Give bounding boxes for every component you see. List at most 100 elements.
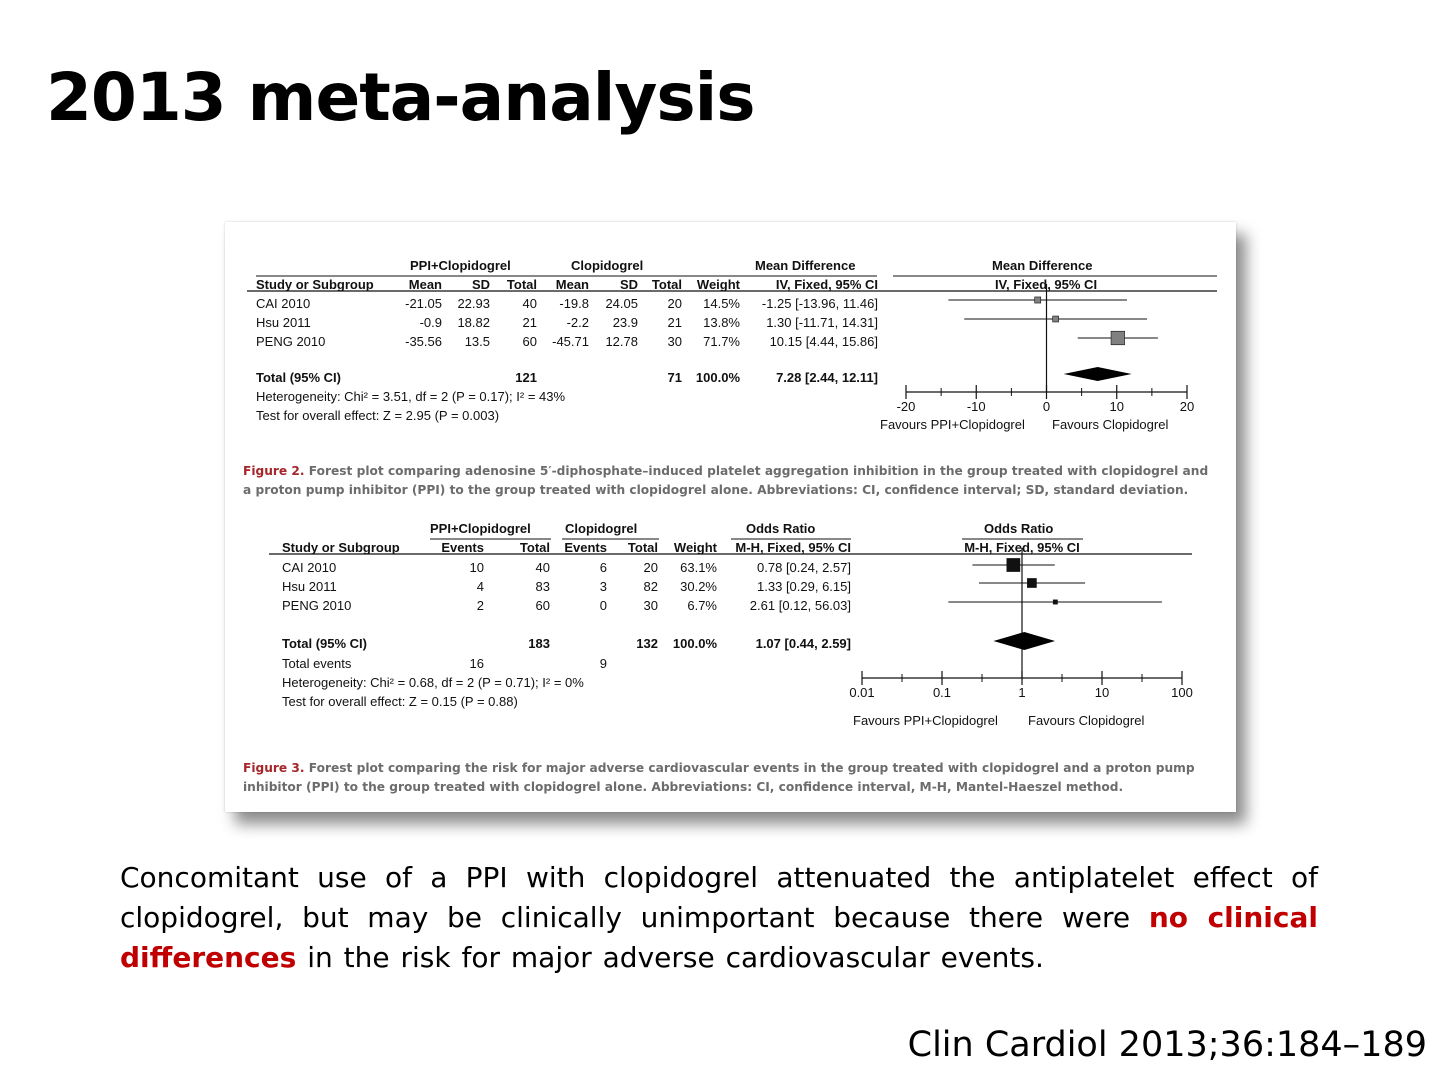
fig2-col-sd2: SD <box>620 277 638 292</box>
table-cell: 2 <box>477 598 484 613</box>
fig3-col-events1: Events <box>441 540 484 555</box>
table-cell: 4 <box>477 579 484 594</box>
fig2-group2-header: Clopidogrel <box>571 258 643 273</box>
forest-plots: PPI+Clopidogrel Clopidogrel Mean Differe… <box>247 258 1217 728</box>
axis-tick-label: 0.01 <box>849 685 874 700</box>
table-cell: 2.61 [0.12, 56.03] <box>750 598 851 613</box>
study-marker <box>1034 296 1042 304</box>
table-cell: 13.8% <box>703 315 740 330</box>
axis-tick-label: 20 <box>1180 399 1194 414</box>
table-row: PENG 2010 2 60 0 30 6.7% 2.61 [0.12, 56.… <box>282 598 851 613</box>
fig3-group2-header: Clopidogrel <box>565 521 637 536</box>
axis-tick-label: 10 <box>1110 399 1124 414</box>
table-cell: 18.82 <box>457 315 490 330</box>
study-marker <box>1027 578 1037 588</box>
table-cell: 6.7% <box>687 598 717 613</box>
slide-title: 2013 meta-analysis <box>46 59 756 136</box>
table-cell: 1.07 [0.44, 2.59] <box>756 636 851 651</box>
conclusion-highlight: no clinical differences <box>120 901 1318 974</box>
conclusion-part1: Concomitant use of a PPI with clopidogre… <box>120 861 1318 934</box>
pooled-diamond <box>1063 367 1132 381</box>
fig2-col-mean2: Mean <box>556 277 589 292</box>
fig2-row2-study: Hsu 2011 <box>256 315 311 330</box>
fig2-effect-header: Mean Difference <box>755 258 855 273</box>
table-cell: -2.2 <box>567 315 589 330</box>
fig3-total-label: Total (95% CI) <box>282 636 367 651</box>
axis-tick-label: 100 <box>1171 685 1193 700</box>
table-cell: 1.33 [0.29, 6.15] <box>757 579 851 594</box>
figure-image: PPI+Clopidogrel Clopidogrel Mean Differe… <box>225 222 1236 812</box>
fig2-row1-study: CAI 2010 <box>256 296 310 311</box>
figure3-plot <box>861 548 1183 685</box>
table-cell: 6 <box>600 560 607 575</box>
fig2-col-sd1: SD <box>472 277 490 292</box>
table-cell: 20 <box>668 296 682 311</box>
figure2-caption: Figure 2. Forest plot comparing adenosin… <box>243 462 1218 500</box>
fig2-col-total2: Total <box>652 277 682 292</box>
fig3-col-total1: Total <box>520 540 550 555</box>
table-cell: 71.7% <box>703 334 740 349</box>
table-cell: 10 <box>470 560 484 575</box>
fig3-group1-header: PPI+Clopidogrel <box>430 521 531 536</box>
table-cell: -19.8 <box>559 296 589 311</box>
table-cell: -0.9 <box>420 315 442 330</box>
figure3-axis-labels: 0.01 0.1 1 10 100 Favours PPI+Clopidogre… <box>849 685 1193 728</box>
conclusion-text: Concomitant use of a PPI with clopidogre… <box>120 858 1318 978</box>
fig3-col-events2: Events <box>564 540 607 555</box>
table-cell: 0 <box>600 598 607 613</box>
table-cell: 82 <box>644 579 658 594</box>
axis-tick-label: -20 <box>897 399 916 414</box>
table-cell: -45.71 <box>552 334 589 349</box>
figure3-label: Figure 3. <box>243 761 305 775</box>
table-row: Hsu 2011 -0.9 18.82 21 -2.2 23.9 21 13.8… <box>256 315 878 330</box>
table-cell: 12.78 <box>605 334 638 349</box>
fig3-effect-header: Odds Ratio <box>746 521 815 536</box>
fig2-favours-left: Favours PPI+Clopidogrel <box>880 417 1025 432</box>
figure2-table: PPI+Clopidogrel Clopidogrel Mean Differe… <box>247 258 1217 423</box>
figure2-label: Figure 2. <box>243 464 305 478</box>
fig3-col-total2: Total <box>628 540 658 555</box>
table-cell: 121 <box>515 370 537 385</box>
study-marker <box>1052 315 1059 323</box>
fig3-favours-right: Favours Clopidogrel <box>1028 713 1144 728</box>
table-cell: 14.5% <box>703 296 740 311</box>
table-cell: 0.78 [0.24, 2.57] <box>757 560 851 575</box>
table-cell: 24.05 <box>605 296 638 311</box>
fig2-favours-right: Favours Clopidogrel <box>1052 417 1168 432</box>
figure2-axis-labels: -20 -10 0 10 20 Favours PPI+Clopidogrel … <box>880 399 1194 432</box>
figure2-caption-text: Forest plot comparing adenosine 5′-dipho… <box>243 464 1209 497</box>
fig2-col-total1: Total <box>507 277 537 292</box>
fig2-plot-header: Mean Difference <box>992 258 1092 273</box>
fig2-row3-study: PENG 2010 <box>256 334 325 349</box>
axis-tick-label: 0 <box>1043 399 1050 414</box>
fig2-overall-effect: Test for overall effect: Z = 2.95 (P = 0… <box>256 408 499 423</box>
fig3-col-study: Study or Subgroup <box>282 540 400 555</box>
table-cell: 40 <box>523 296 537 311</box>
fig3-plot-header: Odds Ratio <box>984 521 1053 536</box>
fig3-favours-left: Favours PPI+Clopidogrel <box>853 713 998 728</box>
table-row: PENG 2010 -35.56 13.5 60 -45.71 12.78 30… <box>256 334 878 349</box>
table-cell: -1.25 [-13.96, 11.46] <box>762 296 878 311</box>
figure3-caption: Figure 3. Forest plot comparing the risk… <box>243 759 1218 797</box>
fig2-col-mean1: Mean <box>409 277 442 292</box>
table-cell: -21.05 <box>405 296 442 311</box>
fig2-col-study: Study or Subgroup <box>256 277 374 292</box>
table-cell: 30 <box>668 334 682 349</box>
table-cell: 10.15 [4.44, 15.86] <box>770 334 878 349</box>
fig3-row3-study: PENG 2010 <box>282 598 351 613</box>
fig3-heterogeneity: Heterogeneity: Chi² = 0.68, df = 2 (P = … <box>282 675 584 690</box>
table-cell: 30.2% <box>680 579 717 594</box>
fig3-overall-effect: Test for overall effect: Z = 0.15 (P = 0… <box>282 694 518 709</box>
table-cell: 71 <box>668 370 682 385</box>
fig2-group1-header: PPI+Clopidogrel <box>410 258 511 273</box>
table-cell: -35.56 <box>405 334 442 349</box>
fig3-col-weight: Weight <box>674 540 718 555</box>
figure3-caption-text: Forest plot comparing the risk for major… <box>243 761 1195 794</box>
figure3-table: PPI+Clopidogrel Clopidogrel Odds Ratio O… <box>269 521 1192 709</box>
table-cell: 40 <box>536 560 550 575</box>
table-cell: 63.1% <box>680 560 717 575</box>
table-cell: 30 <box>644 598 658 613</box>
study-marker <box>1052 599 1058 605</box>
table-cell: 21 <box>523 315 537 330</box>
total-row: Total (95% CI) 183 132 100.0% 1.07 [0.44… <box>282 636 851 651</box>
